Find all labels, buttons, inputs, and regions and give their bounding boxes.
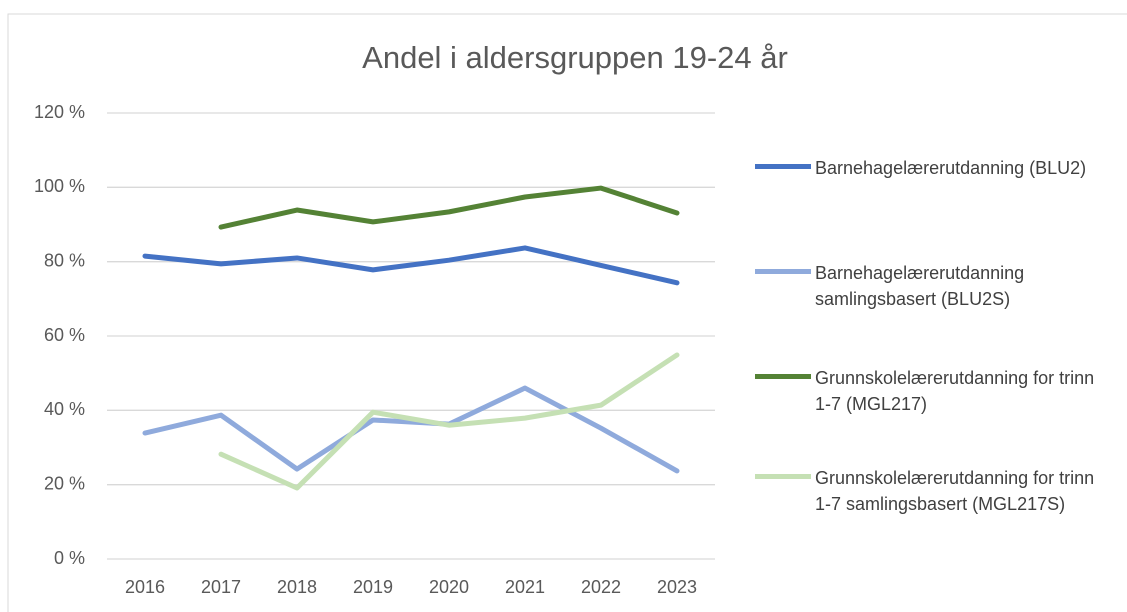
- legend-swatch: [755, 269, 811, 274]
- y-tick-label: 40 %: [44, 399, 85, 419]
- x-tick-label: 2018: [277, 577, 317, 597]
- legend-label: Grunnskolelærerutdanning for trinn 1-7 s…: [815, 468, 1095, 514]
- series-line: [142, 385, 680, 474]
- legend-item: Barnehagelærerutdanning (BLU2): [755, 155, 1115, 181]
- legend-item: Grunnskolelærerutdanning for trinn 1-7 s…: [755, 465, 1115, 517]
- legend-label: Barnehagelærerutdanning (BLU2): [815, 158, 1087, 178]
- x-tick-label: 2022: [581, 577, 621, 597]
- y-tick-label: 120 %: [34, 102, 85, 122]
- x-tick-label: 2019: [353, 577, 393, 597]
- legend-swatch: [755, 374, 811, 379]
- legend-swatch: [755, 164, 811, 169]
- legend-item: Barnehagelærerutdanning samlingsbasert (…: [755, 260, 1115, 312]
- x-tick-label: 2017: [201, 577, 241, 597]
- y-tick-label: 20 %: [44, 473, 85, 493]
- series-line: [218, 352, 680, 491]
- y-tick-label: 100 %: [34, 176, 85, 196]
- y-tick-label: 0 %: [54, 548, 85, 568]
- x-tick-label: 2016: [125, 577, 165, 597]
- series-line: [142, 245, 680, 286]
- x-tick-label: 2020: [429, 577, 469, 597]
- y-tick-label: 80 %: [44, 250, 85, 270]
- chart-title: Andel i aldersgruppen 19-24 år: [362, 40, 788, 75]
- legend-label: Grunnskolelærerutdanning for trinn 1-7 (…: [815, 368, 1095, 414]
- series-line: [218, 185, 680, 230]
- legend-swatch: [755, 474, 811, 479]
- y-tick-label: 60 %: [44, 325, 85, 345]
- x-tick-label: 2021: [505, 577, 545, 597]
- legend-item: Grunnskolelærerutdanning for trinn 1-7 (…: [755, 365, 1115, 417]
- x-tick-label: 2023: [657, 577, 697, 597]
- legend-label: Barnehagelærerutdanning samlingsbasert (…: [815, 263, 1025, 309]
- chart-frame: [7, 13, 1127, 612]
